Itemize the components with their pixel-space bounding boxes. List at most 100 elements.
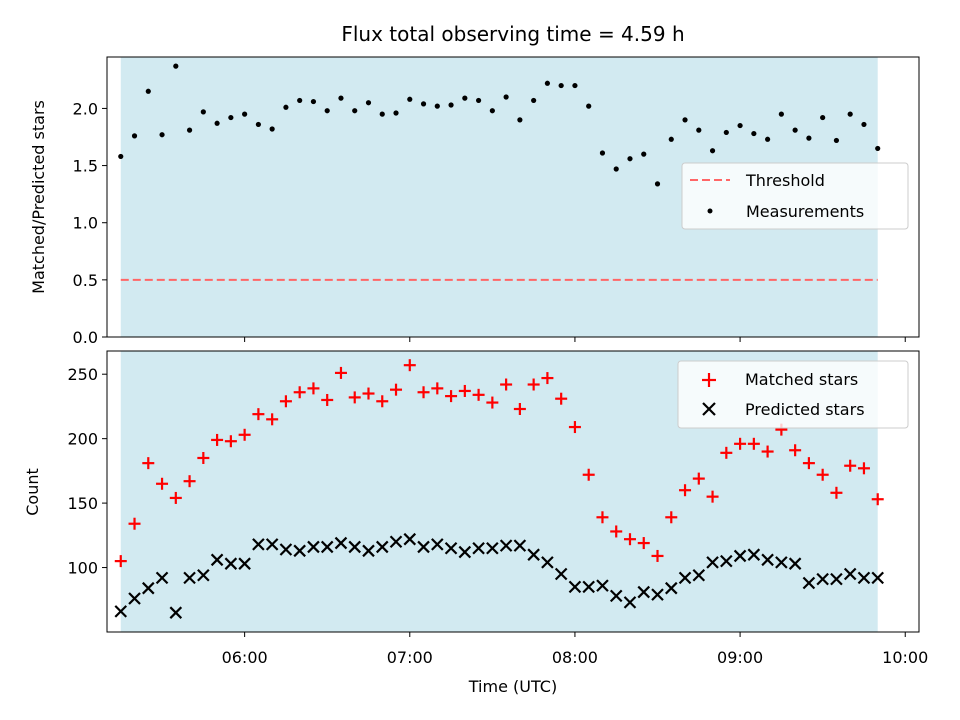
measurement-point <box>462 95 468 101</box>
measurement-point <box>393 110 399 116</box>
predicted-star-point <box>637 585 651 599</box>
predicted-star-point <box>486 541 499 555</box>
predicted-star-point <box>527 548 540 561</box>
predicted-star-point <box>843 567 857 581</box>
matched-star-point <box>307 382 320 395</box>
predicted-star-point <box>706 556 719 569</box>
matched-star-point <box>390 383 403 396</box>
bottom-y-tick-label: 100 <box>67 559 98 578</box>
matched-star-point <box>651 549 664 562</box>
measurement-point <box>420 101 427 107</box>
bottom-y-axis-label: Count <box>23 468 42 516</box>
matched-star-point <box>665 511 678 524</box>
measurement-point <box>544 80 551 86</box>
measurement-point <box>338 95 344 101</box>
measurement-point <box>806 135 812 141</box>
matched-star-point <box>238 428 251 441</box>
predicted-star-point <box>472 541 485 555</box>
measurement-point <box>847 111 853 117</box>
threshold-legend-label: Threshold <box>745 171 825 190</box>
matched-star-point <box>376 395 389 408</box>
bottom-panel-frame <box>106 350 920 633</box>
measurement-point <box>572 82 578 89</box>
measurement-point <box>118 153 124 160</box>
predicted-star-point <box>678 571 692 585</box>
measurement-point <box>586 103 592 109</box>
measurement-point <box>489 108 495 114</box>
measurement-point <box>324 108 330 114</box>
measurement-point <box>283 104 289 110</box>
matched-star-point <box>857 462 870 475</box>
matched-star-point <box>142 457 155 470</box>
predicted-star-point <box>830 572 843 586</box>
measurement-point <box>723 129 729 136</box>
x-tick-label: 10:00 <box>882 648 928 667</box>
measurement-point <box>833 137 840 144</box>
top-y-tick-label: 0.5 <box>73 271 98 290</box>
matched-star-point <box>816 468 829 481</box>
measurement-point <box>654 181 661 187</box>
predicted-star-point <box>871 571 884 585</box>
measurement-point <box>709 148 716 154</box>
matched-star-point <box>417 386 430 399</box>
predicted-star-point <box>169 606 183 619</box>
predicted-star-point <box>816 572 829 586</box>
matched-legend-marker <box>702 373 716 387</box>
matched-stars-points <box>114 359 884 568</box>
measurement-point <box>682 117 688 123</box>
measurement-point <box>875 145 881 152</box>
predicted-star-point <box>582 580 595 594</box>
matched-star-point <box>637 537 650 550</box>
predicted-star-point <box>623 596 637 609</box>
predicted-star-point <box>733 549 747 563</box>
predicted-stars-points <box>114 532 884 619</box>
measurement-point <box>792 127 798 133</box>
matched-star-point <box>844 459 857 472</box>
x-tick-label: 09:00 <box>717 648 763 667</box>
predicted-star-point <box>334 536 348 550</box>
bottom-legend: Matched stars Predicted stars <box>677 360 909 429</box>
predicted-legend-label: Predicted stars <box>745 400 865 419</box>
predicted-star-point <box>720 554 733 568</box>
predicted-star-point <box>238 557 251 570</box>
matched-star-point <box>348 391 361 404</box>
predicted-star-point <box>375 540 389 554</box>
measurement-point <box>379 111 385 117</box>
matched-star-point <box>802 457 815 470</box>
predicted-star-point <box>307 540 320 554</box>
matched-star-point <box>266 413 279 426</box>
top-y-axis-label: Matched/Predicted stars <box>29 100 48 294</box>
predicted-star-point <box>802 576 816 590</box>
matched-star-point <box>623 533 636 546</box>
top-y-tick-label: 1.5 <box>73 157 98 176</box>
matched-star-point <box>720 446 733 459</box>
predicted-star-point <box>761 553 774 567</box>
matched-star-point <box>169 491 182 504</box>
top-y-tick-label: 2.0 <box>73 99 98 118</box>
predicted-star-point <box>664 581 678 595</box>
predicted-star-point <box>128 592 141 605</box>
measurement-point <box>641 151 647 157</box>
top-y-tick-label: 0.0 <box>73 328 98 347</box>
matched-star-point <box>445 390 458 403</box>
predicted-star-point <box>541 556 554 569</box>
matched-star-point <box>706 490 719 503</box>
measurements-legend-marker <box>707 208 713 214</box>
measurement-point <box>778 111 784 117</box>
bottom-panel: 100 150 200 250 06:00 07:00 08:00 09:00 10:00 T… <box>23 350 928 696</box>
matched-star-point <box>596 511 609 524</box>
predicted-star-point <box>155 571 169 585</box>
measurement-point <box>517 117 523 123</box>
measurement-point <box>131 133 138 139</box>
matched-star-point <box>789 444 802 457</box>
measurement-point <box>352 108 358 114</box>
bottom-y-tick-label: 150 <box>67 494 98 513</box>
predicted-star-point <box>857 571 871 585</box>
measurement-point <box>159 132 165 138</box>
measurement-point <box>558 82 564 89</box>
measurement-point <box>861 121 867 128</box>
predicted-star-point <box>568 580 582 594</box>
measurement-point <box>310 98 317 105</box>
matched-star-point <box>321 393 334 406</box>
